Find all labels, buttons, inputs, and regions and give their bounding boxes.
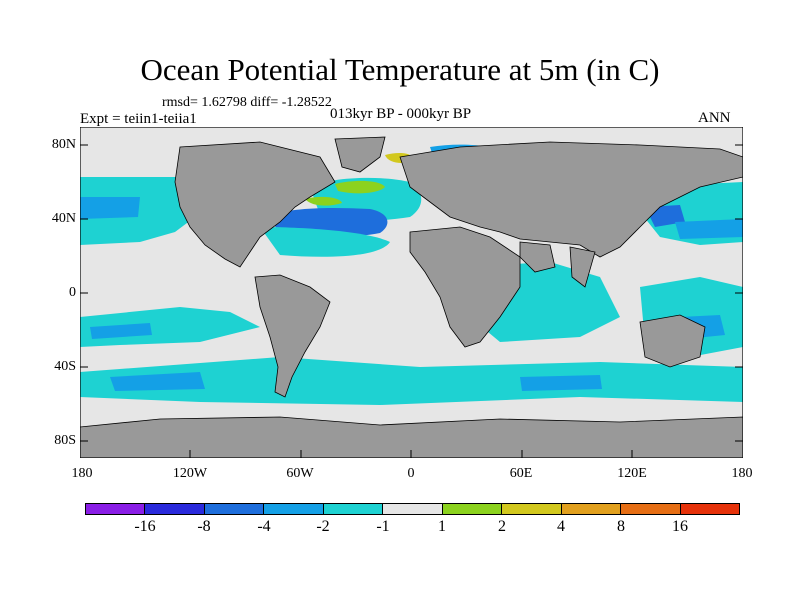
land-antarctica — [80, 416, 743, 458]
land-masses — [80, 136, 743, 458]
legend-colorbar — [85, 503, 740, 515]
lon-label-180e: 180 — [731, 466, 753, 481]
legend-level-label: 2 — [498, 518, 506, 535]
legend-level-label: -4 — [257, 518, 271, 535]
land-south-america — [254, 274, 331, 398]
legend-level-label: 16 — [672, 518, 688, 535]
lat-label-40n: 40N — [51, 211, 76, 226]
map-ticks — [80, 144, 743, 458]
legend-swatch — [204, 504, 265, 514]
land-arabia — [519, 241, 556, 273]
land-north-america — [174, 141, 336, 268]
legend-level-label: -1 — [376, 518, 390, 535]
legend-swatch — [680, 504, 739, 514]
legend-swatch — [145, 504, 205, 514]
stats-label: rmsd= 1.62798 diff= -1.28522 — [162, 95, 332, 110]
legend-level-label: -16 — [134, 518, 156, 535]
lon-label-60e: 60E — [509, 466, 533, 481]
legend-swatch — [323, 504, 384, 514]
experiment-label: Expt = teiin1-teiia1 — [80, 111, 197, 127]
lat-label-80s: 80S — [54, 433, 76, 448]
legend-swatch — [442, 504, 503, 514]
period-label: 013kyr BP - 000kyr BP — [330, 106, 472, 122]
lon-label-120w: 120W — [172, 466, 208, 481]
legend-level-label: 8 — [617, 518, 625, 535]
legend-level-label: -2 — [316, 518, 330, 535]
legend-swatch — [561, 504, 622, 514]
legend-level-label: 1 — [438, 518, 446, 535]
lon-label-0: 0 — [407, 466, 415, 481]
legend-swatch — [621, 504, 681, 514]
legend-level-label: 4 — [557, 518, 565, 535]
legend-level-label: -8 — [197, 518, 211, 535]
map-title: Ocean Potential Temperature at 5m (in C) — [140, 52, 660, 87]
lon-label-60w: 60W — [286, 466, 314, 481]
land-australia — [639, 314, 706, 368]
lon-label-120e: 120E — [617, 466, 647, 481]
land-greenland — [334, 136, 386, 173]
lat-label-eq: 0 — [69, 285, 76, 300]
legend-swatch — [383, 504, 443, 514]
lat-label-40s: 40S — [54, 359, 76, 374]
season-label: ANN — [698, 110, 731, 126]
map-panel — [80, 127, 743, 458]
lat-label-80n: 80N — [51, 137, 76, 152]
land-africa — [409, 226, 521, 348]
legend-swatch — [502, 504, 562, 514]
land-eurasia — [399, 141, 743, 258]
land-india — [569, 246, 596, 288]
legend-swatch — [264, 504, 324, 514]
legend-swatch — [86, 504, 146, 514]
lon-label-180w: 180 — [71, 466, 93, 481]
